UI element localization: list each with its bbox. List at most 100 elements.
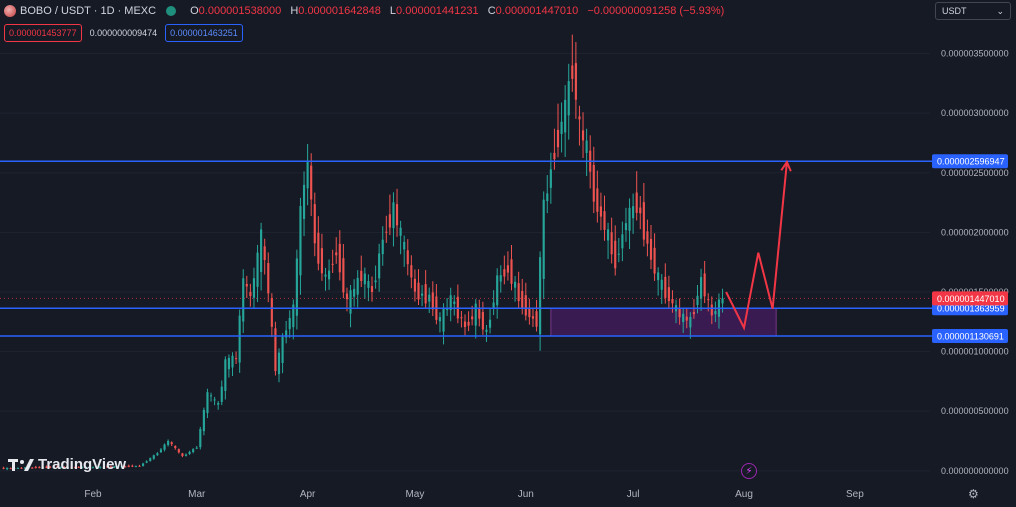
- candle-body: [45, 466, 48, 468]
- candle: [632, 193, 635, 234]
- candle-body: [660, 279, 663, 290]
- candle-body: [403, 241, 406, 250]
- candle-body: [471, 316, 474, 320]
- candle-body: [174, 445, 177, 449]
- candle-body: [367, 281, 370, 288]
- candle: [177, 448, 180, 454]
- candle: [156, 452, 159, 456]
- candle: [446, 298, 449, 316]
- candle-body: [628, 207, 631, 231]
- candle-body: [120, 466, 123, 468]
- candle: [624, 207, 628, 242]
- candle-body: [385, 231, 388, 233]
- ohlc-values: O0.000001538000 H0.000001642848 L0.00000…: [190, 5, 730, 17]
- candle-body: [653, 247, 656, 274]
- candle: [370, 276, 374, 302]
- candle-body: [242, 278, 245, 322]
- gear-icon[interactable]: ⚙: [968, 487, 979, 501]
- candle: [596, 170, 599, 223]
- candle-body: [285, 330, 288, 338]
- candle: [163, 443, 166, 452]
- candle: [149, 457, 152, 462]
- candle-body: [463, 321, 467, 327]
- candle: [381, 226, 384, 266]
- sell-price-button[interactable]: 0.000001453777: [4, 24, 82, 42]
- candle: [317, 216, 320, 271]
- candle: [542, 191, 545, 300]
- time-tick-label: Feb: [84, 489, 102, 500]
- candle-body: [20, 467, 23, 469]
- candle-body: [560, 121, 563, 135]
- tradingview-logo[interactable]: TradingView: [8, 456, 126, 473]
- candle-body: [707, 299, 710, 301]
- candle-body: [231, 355, 234, 368]
- currency-select[interactable]: USDT ⌄: [935, 2, 1011, 20]
- candle: [610, 217, 613, 264]
- candle-body: [474, 303, 477, 326]
- ohlc-low-value: 0.000001441231: [396, 5, 479, 17]
- candle-body: [614, 240, 617, 269]
- level-label-0: 0.000002596947: [932, 154, 1008, 169]
- candle-body: [6, 467, 9, 470]
- candle-body: [188, 451, 191, 455]
- time-tick-label: Apr: [300, 489, 316, 500]
- candle: [649, 224, 653, 269]
- price-axis[interactable]: 0.000003500000 0.000003000000 0.0000025000…: [941, 49, 1009, 476]
- candle-body: [281, 336, 284, 364]
- candle-body: [528, 307, 531, 318]
- candle: [109, 465, 112, 468]
- candle: [49, 465, 52, 469]
- candle-body: [506, 265, 509, 273]
- candle-body: [306, 160, 309, 189]
- candle-body: [603, 211, 606, 230]
- candle: [195, 445, 198, 450]
- candle-body: [113, 466, 116, 468]
- candle: [142, 462, 145, 467]
- candle: [288, 310, 291, 338]
- candle: [657, 267, 660, 296]
- candle: [324, 267, 327, 291]
- candle: [599, 192, 602, 231]
- time-tick-label: Mar: [188, 489, 206, 500]
- candle-body: [16, 467, 19, 469]
- candle-body: [592, 164, 595, 202]
- candle-body: [63, 467, 66, 469]
- candle-body: [66, 467, 70, 469]
- time-axis[interactable]: Feb Mar Apr May Jun Jul Aug Sep: [84, 489, 864, 500]
- price-tick-label: 0.000003000000: [941, 108, 1009, 118]
- horizontal-levels[interactable]: [0, 160, 932, 337]
- candle: [356, 270, 359, 308]
- candle-body: [270, 298, 273, 327]
- candle-body: [714, 310, 717, 315]
- candle: [120, 465, 123, 469]
- candle-body: [406, 250, 409, 265]
- candle: [310, 153, 313, 217]
- candle-body: [131, 465, 134, 467]
- candle: [642, 183, 645, 247]
- candle-body: [167, 441, 170, 445]
- candle: [328, 259, 331, 290]
- buy-price-button[interactable]: 0.000001463251: [165, 24, 243, 42]
- candle-body: [517, 283, 520, 302]
- candle: [664, 263, 667, 304]
- candle: [249, 283, 252, 307]
- candle-body: [374, 280, 377, 283]
- candle: [667, 275, 670, 309]
- candle: [514, 276, 517, 302]
- candle: [84, 466, 87, 469]
- market-status-icon[interactable]: [166, 6, 177, 16]
- candle-body: [624, 223, 628, 231]
- candle: [77, 466, 80, 469]
- symbol-title[interactable]: BOBO / USDT · 1D · MEXC: [20, 5, 157, 17]
- candle-body: [678, 307, 681, 318]
- lightning-icon[interactable]: ⚡: [741, 463, 757, 479]
- candle-body: [689, 316, 692, 328]
- candle-body: [392, 202, 395, 229]
- candle: [378, 243, 381, 292]
- candle-body: [639, 207, 642, 214]
- candle-body: [442, 307, 445, 332]
- candle-body: [84, 466, 87, 468]
- ohlc-low-key: L: [389, 5, 397, 17]
- candle-body: [356, 277, 359, 295]
